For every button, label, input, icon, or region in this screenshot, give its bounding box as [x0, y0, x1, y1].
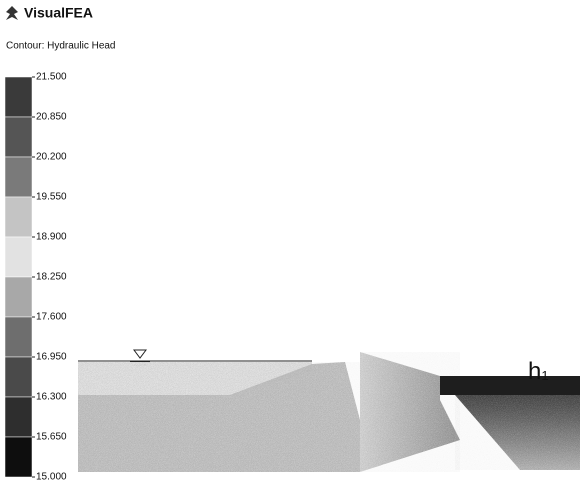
legend-label: 16.950: [36, 352, 67, 363]
legend-label: 15.000: [36, 472, 67, 482]
legend-band: [5, 197, 32, 237]
legend-band: [5, 157, 32, 197]
legend-band: [5, 357, 32, 397]
legend-label: 18.250: [36, 272, 67, 283]
legend-label: 16.300: [36, 392, 67, 403]
legend-label: 20.850: [36, 112, 67, 123]
legend-band: [5, 77, 32, 117]
legend-band: [5, 237, 32, 277]
app-icon: [6, 6, 18, 20]
legend-band: [5, 437, 32, 477]
contour-label: Contour: Hydraulic Head: [6, 41, 116, 52]
legend-band: [5, 277, 32, 317]
legend-label: 15.650: [36, 432, 67, 443]
slope-region: [360, 352, 460, 472]
legend-label: 18.900: [36, 232, 67, 243]
legend-label: 17.600: [36, 312, 67, 323]
water-table-symbol: [134, 350, 146, 358]
contour-window: VisualFEA Contour: Hydraulic Head 21.500…: [0, 0, 580, 482]
legend-band: [5, 117, 32, 157]
legend-band: [5, 317, 32, 357]
annotation-text: h: [528, 358, 541, 385]
head-band: [440, 376, 580, 395]
legend: 21.500 20.850 20.200 19.550 18.900 18.250 17.6…: [5, 72, 67, 482]
annotation-subscript: 1: [541, 368, 548, 383]
app-title: VisualFEA: [24, 5, 93, 21]
head-annotation: h1: [528, 358, 549, 385]
seepage-fan: [455, 395, 580, 470]
legend-label: 19.550: [36, 192, 67, 203]
model-view: h1: [78, 350, 580, 472]
legend-band: [5, 397, 32, 437]
legend-label: 21.500: [36, 72, 67, 83]
legend-label: 20.200: [36, 152, 67, 163]
